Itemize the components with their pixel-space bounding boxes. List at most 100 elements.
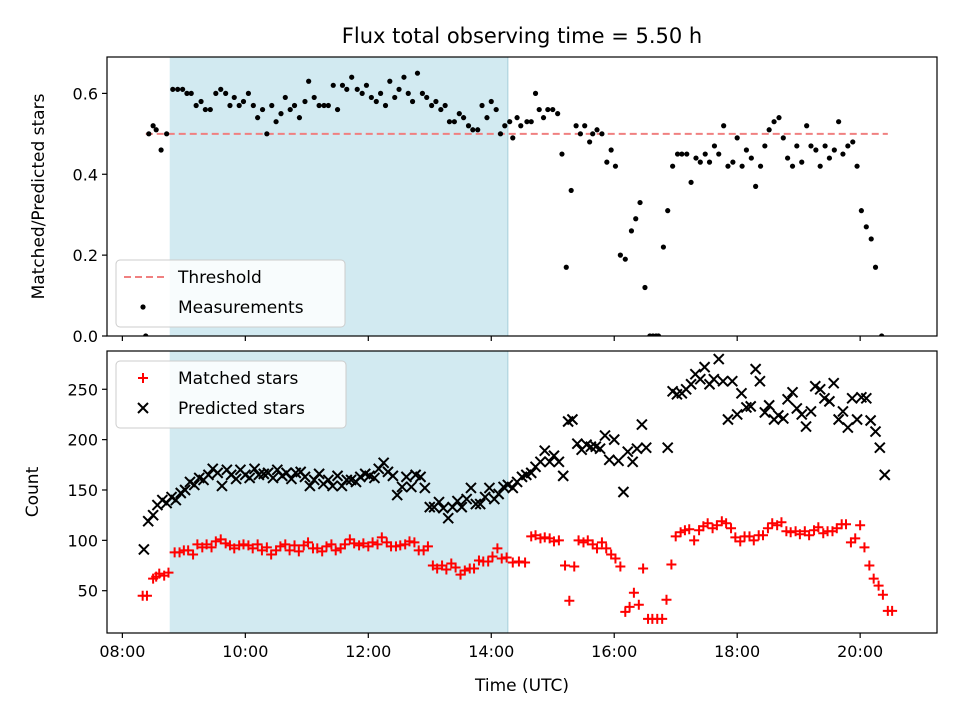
measurement-point <box>622 256 628 262</box>
predicted-star-point <box>832 413 845 426</box>
matched-star-point <box>758 530 769 541</box>
predicted-star-point <box>786 386 799 399</box>
matched-star-point <box>726 523 737 534</box>
matched-star-point <box>721 518 732 529</box>
measurement-point <box>250 102 256 109</box>
predicted-star-point <box>437 502 450 514</box>
matched-star-point <box>206 542 217 553</box>
measurement-point <box>776 115 782 121</box>
x-tick-label: 14:00 <box>468 642 514 661</box>
measurement-point <box>382 102 389 109</box>
predicted-star-point <box>248 463 261 475</box>
x-tick-label: 16:00 <box>591 642 637 661</box>
measurement-point <box>550 106 556 113</box>
measurement-point <box>311 94 317 101</box>
measurement-point <box>808 143 814 149</box>
measurement-point <box>470 127 476 133</box>
measurement-point <box>854 163 860 169</box>
legend-predicted-swatch <box>137 402 149 414</box>
predicted-star-point <box>179 484 191 496</box>
measurement-point <box>438 106 444 113</box>
legend-label: Predicted stars <box>178 399 305 419</box>
matched-star-point <box>450 562 461 573</box>
measurement-point <box>831 147 837 153</box>
measurement-point <box>633 216 639 222</box>
measurement-point <box>269 102 275 109</box>
matched-star-point <box>141 590 152 601</box>
y-tick-label: 0.4 <box>73 165 98 184</box>
predicted-star-point <box>460 493 473 505</box>
matched-star-point <box>553 535 564 546</box>
measurement-point <box>414 70 421 76</box>
measurement-point <box>291 102 298 109</box>
predicted-star-point <box>479 491 491 503</box>
legend-box <box>115 259 346 328</box>
measurement-point <box>188 90 194 96</box>
matched-star-point <box>326 539 337 550</box>
measurement-point <box>684 151 690 157</box>
predicted-star-point <box>442 512 454 524</box>
predicted-star-point <box>622 446 634 458</box>
matched-star-point <box>804 530 815 541</box>
matched-star-point <box>492 543 503 554</box>
matched-star-point <box>873 580 884 591</box>
predicted-star-point <box>777 412 790 425</box>
predicted-star-point <box>557 470 569 482</box>
measurement-point <box>608 147 614 153</box>
measurement-point <box>743 147 750 153</box>
matched-star-point <box>666 559 677 570</box>
predicted-star-point <box>525 467 537 479</box>
predicted-star-point <box>763 399 775 412</box>
predicted-star-point <box>828 377 840 389</box>
measurement-point <box>590 131 596 137</box>
predicted-star-point <box>823 395 836 408</box>
matched-star-point <box>850 533 861 544</box>
predicted-star-point <box>759 406 771 419</box>
y-tick-label: 100 <box>67 531 98 550</box>
predicted-star-point <box>781 393 794 406</box>
measurement-point <box>368 94 374 101</box>
predicted-star-point <box>571 437 584 450</box>
predicted-star-point <box>636 418 648 431</box>
legend-label: Threshold <box>177 268 262 288</box>
predicted-star-point <box>731 408 743 421</box>
measurement-point <box>785 155 791 161</box>
predicted-star-point <box>599 429 611 442</box>
predicted-star-point <box>267 472 279 484</box>
matched-star-point <box>748 535 759 546</box>
matched-star-point <box>661 594 672 605</box>
matched-star-point <box>689 535 700 546</box>
measurement-point <box>143 333 149 336</box>
measurement-point <box>255 115 261 121</box>
predicted-star-point <box>749 363 762 375</box>
predicted-star-point <box>483 482 496 494</box>
measurement-point <box>604 159 610 165</box>
matched-star-point <box>469 563 480 574</box>
predicted-star-point <box>566 413 579 426</box>
matched-star-point <box>520 557 531 568</box>
predicted-star-point <box>405 481 418 493</box>
predicted-star-point <box>874 441 886 454</box>
matched-star-point <box>776 517 787 528</box>
measurement-point <box>734 135 740 141</box>
measurement-point <box>679 151 685 157</box>
measurement-point <box>354 86 360 92</box>
predicted-star-point <box>879 469 891 481</box>
matched-star-point <box>596 537 607 548</box>
measurement-point <box>150 123 156 129</box>
measurement-point <box>594 127 600 133</box>
predicted-star-point <box>534 456 547 468</box>
x-tick-label: 10:00 <box>222 642 268 661</box>
matched-star-point <box>483 556 494 567</box>
matched-star-point <box>293 546 304 557</box>
measurement-point <box>532 90 539 96</box>
matched-star-point <box>813 522 824 533</box>
measurement-point <box>730 159 736 165</box>
predicted-star-point <box>698 361 711 373</box>
matched-star-point <box>409 537 420 548</box>
measurement-point <box>359 90 365 96</box>
y-tick-label: 50 <box>78 582 98 601</box>
measurement-point <box>540 115 547 121</box>
measurement-point <box>202 106 208 113</box>
matched-star-point <box>785 527 796 538</box>
